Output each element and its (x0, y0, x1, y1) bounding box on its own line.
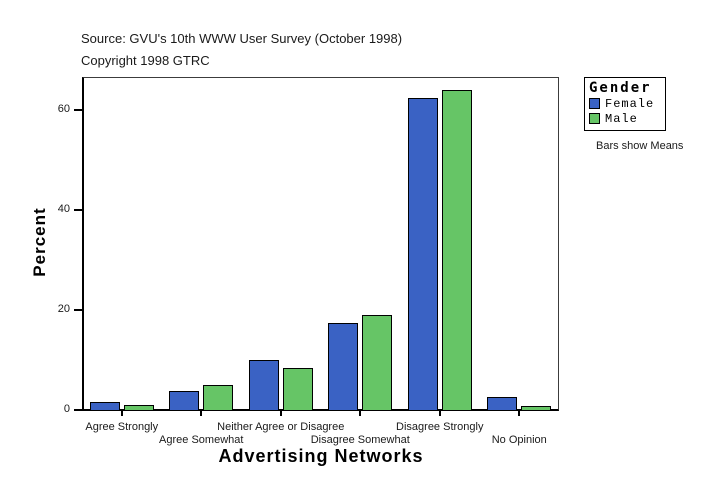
bar-male-agree-strongly (123, 405, 154, 411)
bar-female-agree-strongly (89, 402, 120, 411)
x-axis-tick-label: Disagree Strongly (396, 421, 484, 433)
x-axis-tick (200, 411, 203, 416)
y-axis-tick (74, 109, 82, 111)
x-axis-title: Advertising Networks (218, 446, 424, 466)
legend-item-label: Female (605, 96, 655, 111)
legend-footnote: Bars show Means (596, 140, 684, 152)
bar-male-no-opinion (521, 406, 552, 411)
x-axis-tick-label: Disagree Somewhat (310, 434, 410, 446)
bar-female-disagree-strongly (407, 98, 438, 411)
y-axis-tick (74, 309, 82, 311)
x-axis-tick (359, 411, 362, 416)
bar-male-neither-agree-or-disagree (282, 368, 313, 411)
bar-female-neither-agree-or-disagree (248, 360, 279, 411)
x-axis-tick (279, 411, 282, 416)
bar-male-disagree-somewhat (362, 315, 393, 411)
x-axis-tick (438, 411, 441, 416)
x-axis-tick-label: Agree Strongly (85, 421, 159, 433)
bar-male-agree-somewhat (203, 385, 234, 411)
x-axis-tick-label: No Opinion (491, 434, 547, 446)
copyright-text: Copyright 1998 GTRC (81, 53, 210, 68)
x-axis-tick-label: Agree Somewhat (159, 434, 244, 446)
legend-title: Gender (589, 80, 652, 96)
legend-items: Female Male (589, 96, 665, 126)
female-swatch-icon (589, 98, 600, 109)
y-axis-tick-label: 20 (57, 303, 70, 315)
y-axis-tick-label: 60 (57, 103, 70, 115)
legend-box: Gender Female Male (584, 77, 666, 131)
x-axis-tick (120, 411, 123, 416)
bar-female-disagree-somewhat (328, 323, 359, 411)
x-axis-tick-label: Neither Agree or Disagree (217, 421, 345, 433)
legend-item-label: Male (605, 111, 638, 126)
male-swatch-icon (589, 113, 600, 124)
y-axis-tick (74, 409, 82, 411)
y-axis-tick (74, 209, 82, 211)
legend-item-male: Male (589, 111, 665, 126)
x-axis-tick (518, 411, 521, 416)
bar-female-no-opinion (487, 397, 518, 411)
y-axis-tick-label: 40 (57, 203, 70, 215)
source-text: Source: GVU's 10th WWW User Survey (Octo… (81, 31, 403, 46)
y-axis-title: Percent (30, 207, 49, 277)
bar-female-agree-somewhat (169, 391, 200, 411)
y-axis-tick-label: 0 (63, 403, 70, 415)
plot-area (82, 77, 559, 411)
legend-item-female: Female (589, 96, 665, 111)
bar-male-disagree-strongly (441, 90, 472, 411)
